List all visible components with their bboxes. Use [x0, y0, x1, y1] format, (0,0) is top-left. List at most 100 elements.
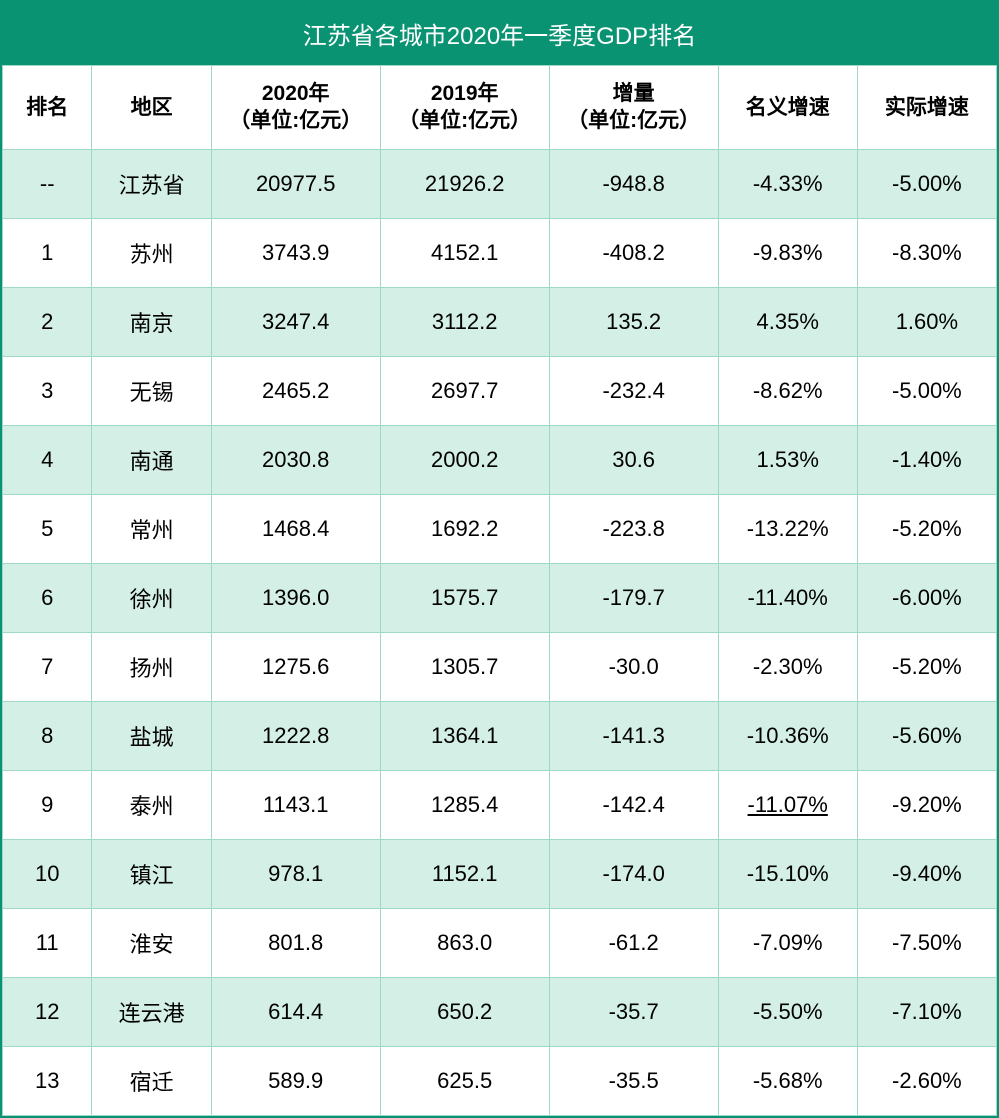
cell-nominal: -15.10%	[718, 839, 857, 908]
cell-region: 宿迁	[92, 1046, 211, 1115]
cell-real: -7.50%	[857, 908, 996, 977]
cell-real: -8.30%	[857, 218, 996, 287]
cell-rank: 11	[3, 908, 92, 977]
cell-real: -5.20%	[857, 632, 996, 701]
cell-rank: 1	[3, 218, 92, 287]
cell-diff: -61.2	[549, 908, 718, 977]
cell-region: 泰州	[92, 770, 211, 839]
cell-region: 盐城	[92, 701, 211, 770]
cell-nominal: -2.30%	[718, 632, 857, 701]
cell-diff: -35.7	[549, 977, 718, 1046]
cell-diff: -232.4	[549, 356, 718, 425]
cell-real: -6.00%	[857, 563, 996, 632]
cell-real: -9.40%	[857, 839, 996, 908]
table-row: 9泰州1143.11285.4-142.4-11.07%-9.20%	[3, 770, 997, 839]
cell-2019: 2697.7	[380, 356, 549, 425]
cell-rank: 6	[3, 563, 92, 632]
cell-2020: 589.9	[211, 1046, 380, 1115]
cell-2020: 978.1	[211, 839, 380, 908]
cell-rank: 9	[3, 770, 92, 839]
cell-real: -1.40%	[857, 425, 996, 494]
cell-nominal: -4.33%	[718, 149, 857, 218]
cell-2020: 801.8	[211, 908, 380, 977]
header-row: 排名 地区 2020年（单位:亿元） 2019年（单位:亿元） 增量（单位:亿元…	[3, 66, 997, 150]
cell-diff: -174.0	[549, 839, 718, 908]
cell-rank: 7	[3, 632, 92, 701]
table-body: --江苏省20977.521926.2-948.8-4.33%-5.00%1苏州…	[3, 149, 997, 1115]
cell-region: 扬州	[92, 632, 211, 701]
cell-real: -7.10%	[857, 977, 996, 1046]
cell-diff: -35.5	[549, 1046, 718, 1115]
cell-2019: 3112.2	[380, 287, 549, 356]
cell-2020: 20977.5	[211, 149, 380, 218]
cell-2019: 1364.1	[380, 701, 549, 770]
cell-2019: 1692.2	[380, 494, 549, 563]
cell-rank: 12	[3, 977, 92, 1046]
cell-diff: -948.8	[549, 149, 718, 218]
cell-2019: 1152.1	[380, 839, 549, 908]
cell-2020: 1222.8	[211, 701, 380, 770]
table-row: 8盐城1222.81364.1-141.3-10.36%-5.60%	[3, 701, 997, 770]
cell-diff: -30.0	[549, 632, 718, 701]
table-title: 江苏省各城市2020年一季度GDP排名	[2, 2, 997, 65]
table-row: 7扬州1275.61305.7-30.0-2.30%-5.20%	[3, 632, 997, 701]
table-row: --江苏省20977.521926.2-948.8-4.33%-5.00%	[3, 149, 997, 218]
cell-rank: 2	[3, 287, 92, 356]
cell-nominal: -7.09%	[718, 908, 857, 977]
cell-region: 镇江	[92, 839, 211, 908]
cell-rank: 8	[3, 701, 92, 770]
cell-real: -2.60%	[857, 1046, 996, 1115]
cell-rank: 4	[3, 425, 92, 494]
cell-rank: --	[3, 149, 92, 218]
cell-2020: 1468.4	[211, 494, 380, 563]
cell-real: -5.20%	[857, 494, 996, 563]
cell-2019: 21926.2	[380, 149, 549, 218]
cell-rank: 13	[3, 1046, 92, 1115]
table-row: 4南通2030.82000.230.61.53%-1.40%	[3, 425, 997, 494]
cell-nominal: 4.35%	[718, 287, 857, 356]
cell-nominal: -11.07%	[718, 770, 857, 839]
table-row: 12连云港614.4650.2-35.7-5.50%-7.10%	[3, 977, 997, 1046]
cell-2019: 1305.7	[380, 632, 549, 701]
cell-region: 苏州	[92, 218, 211, 287]
cell-diff: -179.7	[549, 563, 718, 632]
cell-2019: 2000.2	[380, 425, 549, 494]
cell-nominal: -9.83%	[718, 218, 857, 287]
cell-real: -5.00%	[857, 356, 996, 425]
cell-region: 淮安	[92, 908, 211, 977]
header-region: 地区	[92, 66, 211, 150]
cell-rank: 3	[3, 356, 92, 425]
cell-diff: 30.6	[549, 425, 718, 494]
cell-region: 常州	[92, 494, 211, 563]
header-real: 实际增速	[857, 66, 996, 150]
table-row: 11淮安801.8863.0-61.2-7.09%-7.50%	[3, 908, 997, 977]
table-row: 10镇江978.11152.1-174.0-15.10%-9.40%	[3, 839, 997, 908]
cell-2019: 1285.4	[380, 770, 549, 839]
cell-real: -9.20%	[857, 770, 996, 839]
cell-2019: 650.2	[380, 977, 549, 1046]
cell-2020: 3743.9	[211, 218, 380, 287]
cell-2020: 2030.8	[211, 425, 380, 494]
cell-rank: 10	[3, 839, 92, 908]
header-2019: 2019年（单位:亿元）	[380, 66, 549, 150]
cell-region: 南通	[92, 425, 211, 494]
table-row: 1苏州3743.94152.1-408.2-9.83%-8.30%	[3, 218, 997, 287]
cell-2019: 625.5	[380, 1046, 549, 1115]
cell-diff: -223.8	[549, 494, 718, 563]
table-row: 6徐州1396.01575.7-179.7-11.40%-6.00%	[3, 563, 997, 632]
cell-2020: 3247.4	[211, 287, 380, 356]
cell-rank: 5	[3, 494, 92, 563]
cell-region: 江苏省	[92, 149, 211, 218]
cell-nominal: -5.68%	[718, 1046, 857, 1115]
cell-diff: -141.3	[549, 701, 718, 770]
cell-region: 徐州	[92, 563, 211, 632]
cell-2019: 863.0	[380, 908, 549, 977]
header-diff: 增量（单位:亿元）	[549, 66, 718, 150]
cell-2019: 4152.1	[380, 218, 549, 287]
cell-real: -5.00%	[857, 149, 996, 218]
cell-nominal: -11.40%	[718, 563, 857, 632]
cell-2020: 1143.1	[211, 770, 380, 839]
gdp-table-container: 江苏省各城市2020年一季度GDP排名 排名 地区 2020年（单位:亿元） 2…	[0, 0, 999, 1118]
cell-real: 1.60%	[857, 287, 996, 356]
cell-diff: -408.2	[549, 218, 718, 287]
